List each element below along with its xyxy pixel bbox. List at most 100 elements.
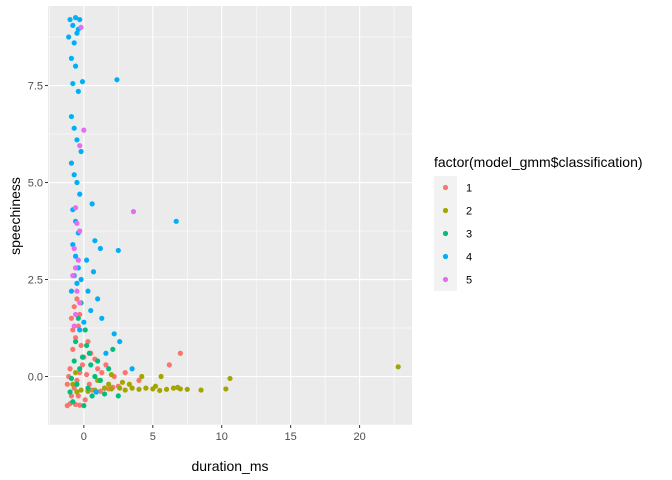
data-point-class-1 — [70, 346, 76, 352]
data-point-class-4 — [92, 238, 98, 244]
data-point-class-4 — [88, 307, 94, 314]
data-point-class-3 — [79, 354, 86, 360]
x-tick-label: 5 — [150, 431, 156, 443]
data-points — [64, 15, 401, 409]
y-tick-label: 5.0 — [28, 178, 43, 190]
data-point-class-4 — [70, 22, 76, 28]
legend-key-4 — [442, 253, 449, 260]
data-point-class-1 — [74, 377, 80, 383]
data-point-class-3 — [81, 403, 87, 409]
y-tick-label: 7.5 — [28, 81, 43, 93]
data-point-class-2 — [129, 385, 135, 391]
data-point-class-4 — [70, 80, 76, 87]
data-point-class-5 — [77, 300, 83, 306]
data-point-class-5 — [72, 311, 79, 318]
data-point-class-1 — [67, 366, 73, 372]
data-point-class-4 — [77, 327, 83, 333]
data-point-class-4 — [74, 280, 80, 286]
data-point-class-4 — [71, 40, 77, 46]
data-point-class-2 — [117, 385, 123, 391]
data-point-class-4 — [97, 245, 103, 252]
data-point-class-3 — [92, 373, 98, 380]
data-point-class-4 — [74, 179, 80, 186]
data-point-class-2 — [72, 370, 79, 376]
y-axis: 0.0 2.5 5.0 7.5 — [28, 81, 48, 384]
data-point-class-3 — [97, 377, 103, 383]
legend-key-5 — [442, 276, 449, 283]
data-point-class-3 — [115, 393, 121, 399]
data-point-class-4 — [117, 338, 123, 345]
data-point-class-2 — [175, 384, 181, 390]
x-tick-label: 0 — [81, 431, 87, 443]
y-axis-title: speechiness — [7, 177, 23, 255]
data-point-class-5 — [81, 127, 87, 133]
data-point-class-2 — [163, 386, 170, 392]
data-point-class-5 — [70, 273, 76, 279]
data-point-class-1 — [82, 397, 88, 403]
data-point-class-1 — [84, 371, 90, 378]
data-point-class-4 — [74, 30, 80, 36]
data-point-class-4 — [81, 319, 87, 325]
data-point-class-4 — [78, 276, 84, 283]
x-tick-label: 20 — [353, 431, 365, 443]
data-point-class-2 — [139, 373, 145, 380]
minor-gridlines — [48, 6, 412, 426]
data-point-class-1 — [74, 296, 80, 302]
y-tick-label: 0.0 — [28, 372, 43, 384]
data-point-class-5 — [74, 220, 80, 226]
legend-label-3: 3 — [466, 229, 472, 241]
data-point-class-3 — [95, 358, 101, 364]
data-point-class-3 — [75, 315, 81, 321]
data-point-class-2 — [223, 386, 229, 392]
data-point-class-4 — [78, 148, 84, 155]
data-point-class-4 — [71, 125, 77, 131]
data-point-class-5 — [72, 265, 79, 271]
data-point-class-5 — [75, 257, 81, 263]
data-point-class-3 — [77, 366, 83, 372]
x-tick-label: 15 — [285, 431, 297, 443]
data-point-class-4 — [72, 63, 79, 69]
data-point-class-4 — [89, 201, 95, 207]
data-point-class-4 — [99, 315, 105, 321]
data-point-class-4 — [95, 296, 101, 302]
data-point-class-4 — [79, 79, 86, 85]
data-point-class-5 — [77, 143, 83, 149]
data-point-class-4 — [173, 218, 179, 224]
legend-label-5: 5 — [466, 275, 472, 287]
data-point-class-4 — [68, 160, 75, 166]
data-point-class-5 — [71, 245, 77, 252]
data-point-class-2 — [101, 385, 108, 391]
data-point-class-4 — [129, 366, 135, 372]
data-point-class-4 — [67, 16, 73, 23]
panel-background — [48, 6, 412, 425]
legend-title: factor(model_gmm$classification) — [434, 154, 643, 170]
data-point-class-3 — [74, 381, 80, 387]
data-point-class-5 — [78, 24, 84, 30]
data-point-class-4 — [68, 113, 75, 120]
data-point-class-2 — [395, 364, 401, 370]
data-point-class-4 — [77, 191, 83, 197]
data-point-class-5 — [72, 205, 79, 211]
data-point-class-2 — [170, 385, 177, 391]
data-point-class-2 — [157, 387, 163, 394]
data-point-class-2 — [227, 375, 233, 382]
data-point-class-3 — [71, 358, 77, 364]
data-point-class-2 — [78, 387, 84, 393]
data-point-class-1 — [68, 315, 75, 321]
data-point-class-4 — [75, 88, 81, 94]
data-point-class-4 — [68, 288, 75, 294]
x-axis-title: duration_ms — [191, 458, 268, 474]
data-point-class-3 — [68, 375, 75, 382]
data-point-class-3 — [89, 393, 95, 399]
data-point-class-1 — [64, 381, 70, 387]
data-point-class-2 — [126, 381, 132, 387]
data-point-class-4 — [85, 288, 91, 294]
x-tick-label: 10 — [216, 431, 228, 443]
data-point-class-5 — [130, 209, 137, 215]
data-point-class-4 — [114, 77, 120, 83]
data-point-class-3 — [85, 385, 91, 391]
data-point-class-3 — [106, 366, 112, 372]
data-point-class-2 — [152, 383, 159, 389]
legend-label-2: 2 — [466, 206, 472, 218]
data-point-class-2 — [184, 386, 190, 392]
